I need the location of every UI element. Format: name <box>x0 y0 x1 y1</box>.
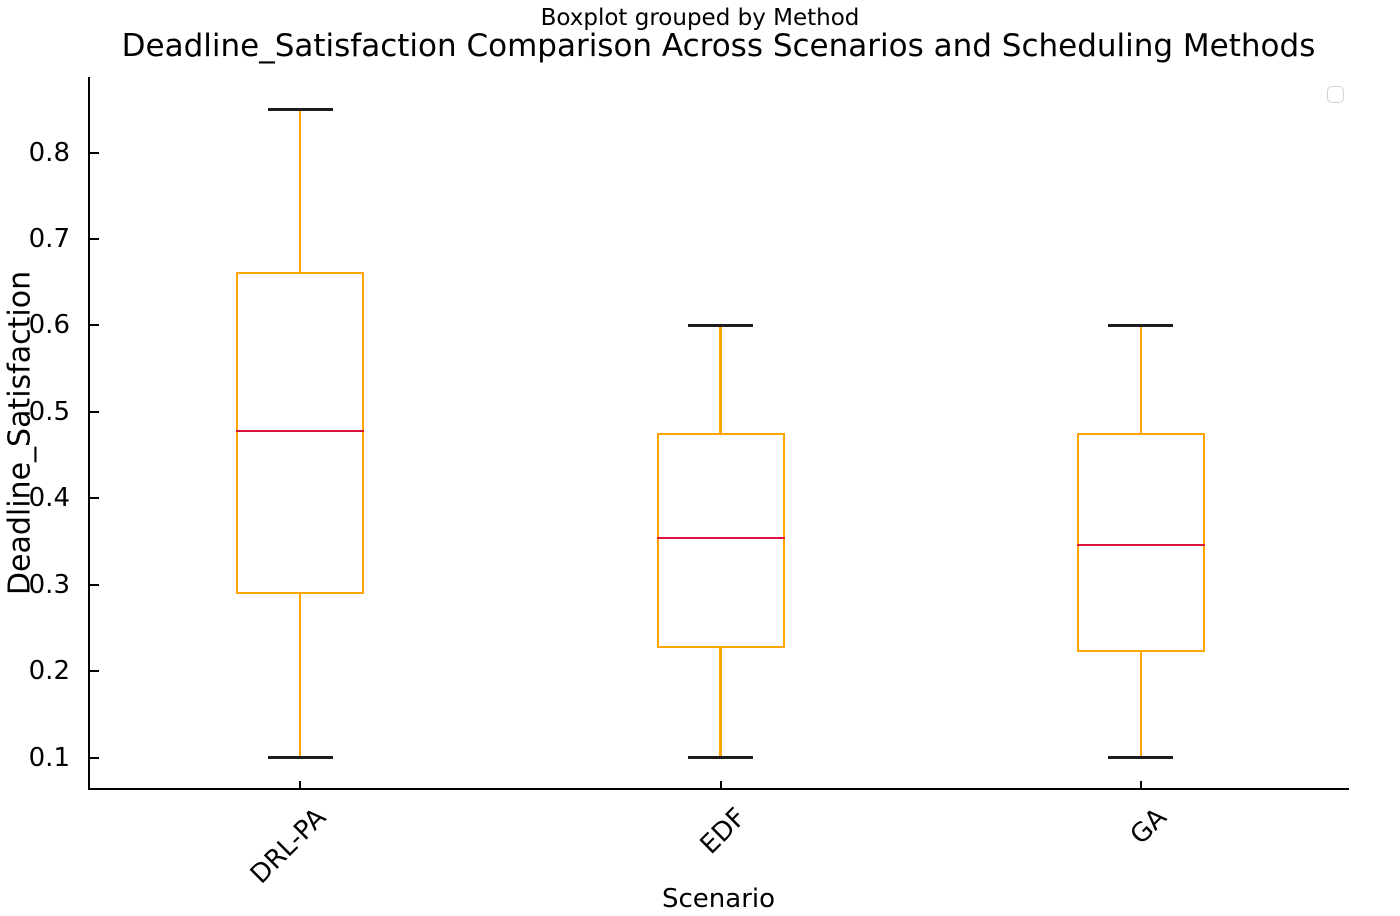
whisker-lower-line <box>1139 652 1143 758</box>
y-tick-mark <box>90 324 99 327</box>
y-tick-mark <box>90 497 99 500</box>
chart-title: Deadline_Satisfaction Comparison Across … <box>121 28 1316 64</box>
box-rect <box>656 432 785 648</box>
y-axis-label: Deadline_Satisfaction <box>2 270 38 596</box>
y-tick-label: 0.8 <box>28 137 70 168</box>
whisker-lower-line <box>719 647 722 758</box>
y-tick-label: 0.6 <box>28 310 70 341</box>
y-tick-mark <box>90 238 99 241</box>
y-tick-label: 0.4 <box>28 483 70 514</box>
y-tick-label: 0.1 <box>28 742 70 773</box>
whisker-upper-line <box>719 325 722 433</box>
box-rect <box>236 271 365 595</box>
box-rect <box>1076 432 1205 653</box>
legend-box <box>1327 86 1344 103</box>
y-tick-label: 0.5 <box>28 396 70 427</box>
plot-area: 0.1 0.2 0.3 0.4 0.5 0.6 0.7 0.8 DRL-PA EDF GA <box>29 77 1349 890</box>
y-tick-mark <box>90 756 99 759</box>
whisker-cap-bottom <box>688 756 753 759</box>
y-tick-mark <box>90 410 99 413</box>
median-line <box>656 536 785 540</box>
x-tick-label: EDF <box>694 802 753 861</box>
whisker-lower-line <box>298 594 302 758</box>
whisker-upper-line <box>298 109 302 272</box>
whisker-cap-top <box>267 108 333 111</box>
x-tick-mark <box>299 781 302 790</box>
y-tick-mark <box>90 670 99 673</box>
whisker-cap-top <box>688 324 753 327</box>
median-line <box>236 429 365 433</box>
whisker-cap-bottom <box>1108 756 1174 759</box>
whisker-upper-line <box>1139 325 1143 433</box>
median-line <box>1076 543 1205 547</box>
y-tick-label: 0.7 <box>28 224 70 255</box>
figure-suptitle: Boxplot grouped by Method <box>540 5 860 31</box>
x-tick-label: DRL-PA <box>244 802 332 890</box>
y-tick-label: 0.2 <box>28 656 70 687</box>
x-tick-mark <box>1139 781 1142 790</box>
whisker-cap-top <box>1108 324 1174 327</box>
x-axis-label: Scenario <box>661 884 776 914</box>
x-tick-mark <box>719 781 722 790</box>
y-tick-mark <box>90 583 99 586</box>
y-tick-label: 0.3 <box>28 569 70 600</box>
y-tick-mark <box>90 151 99 154</box>
whisker-cap-bottom <box>267 756 333 759</box>
x-tick-label: GA <box>1124 802 1173 851</box>
